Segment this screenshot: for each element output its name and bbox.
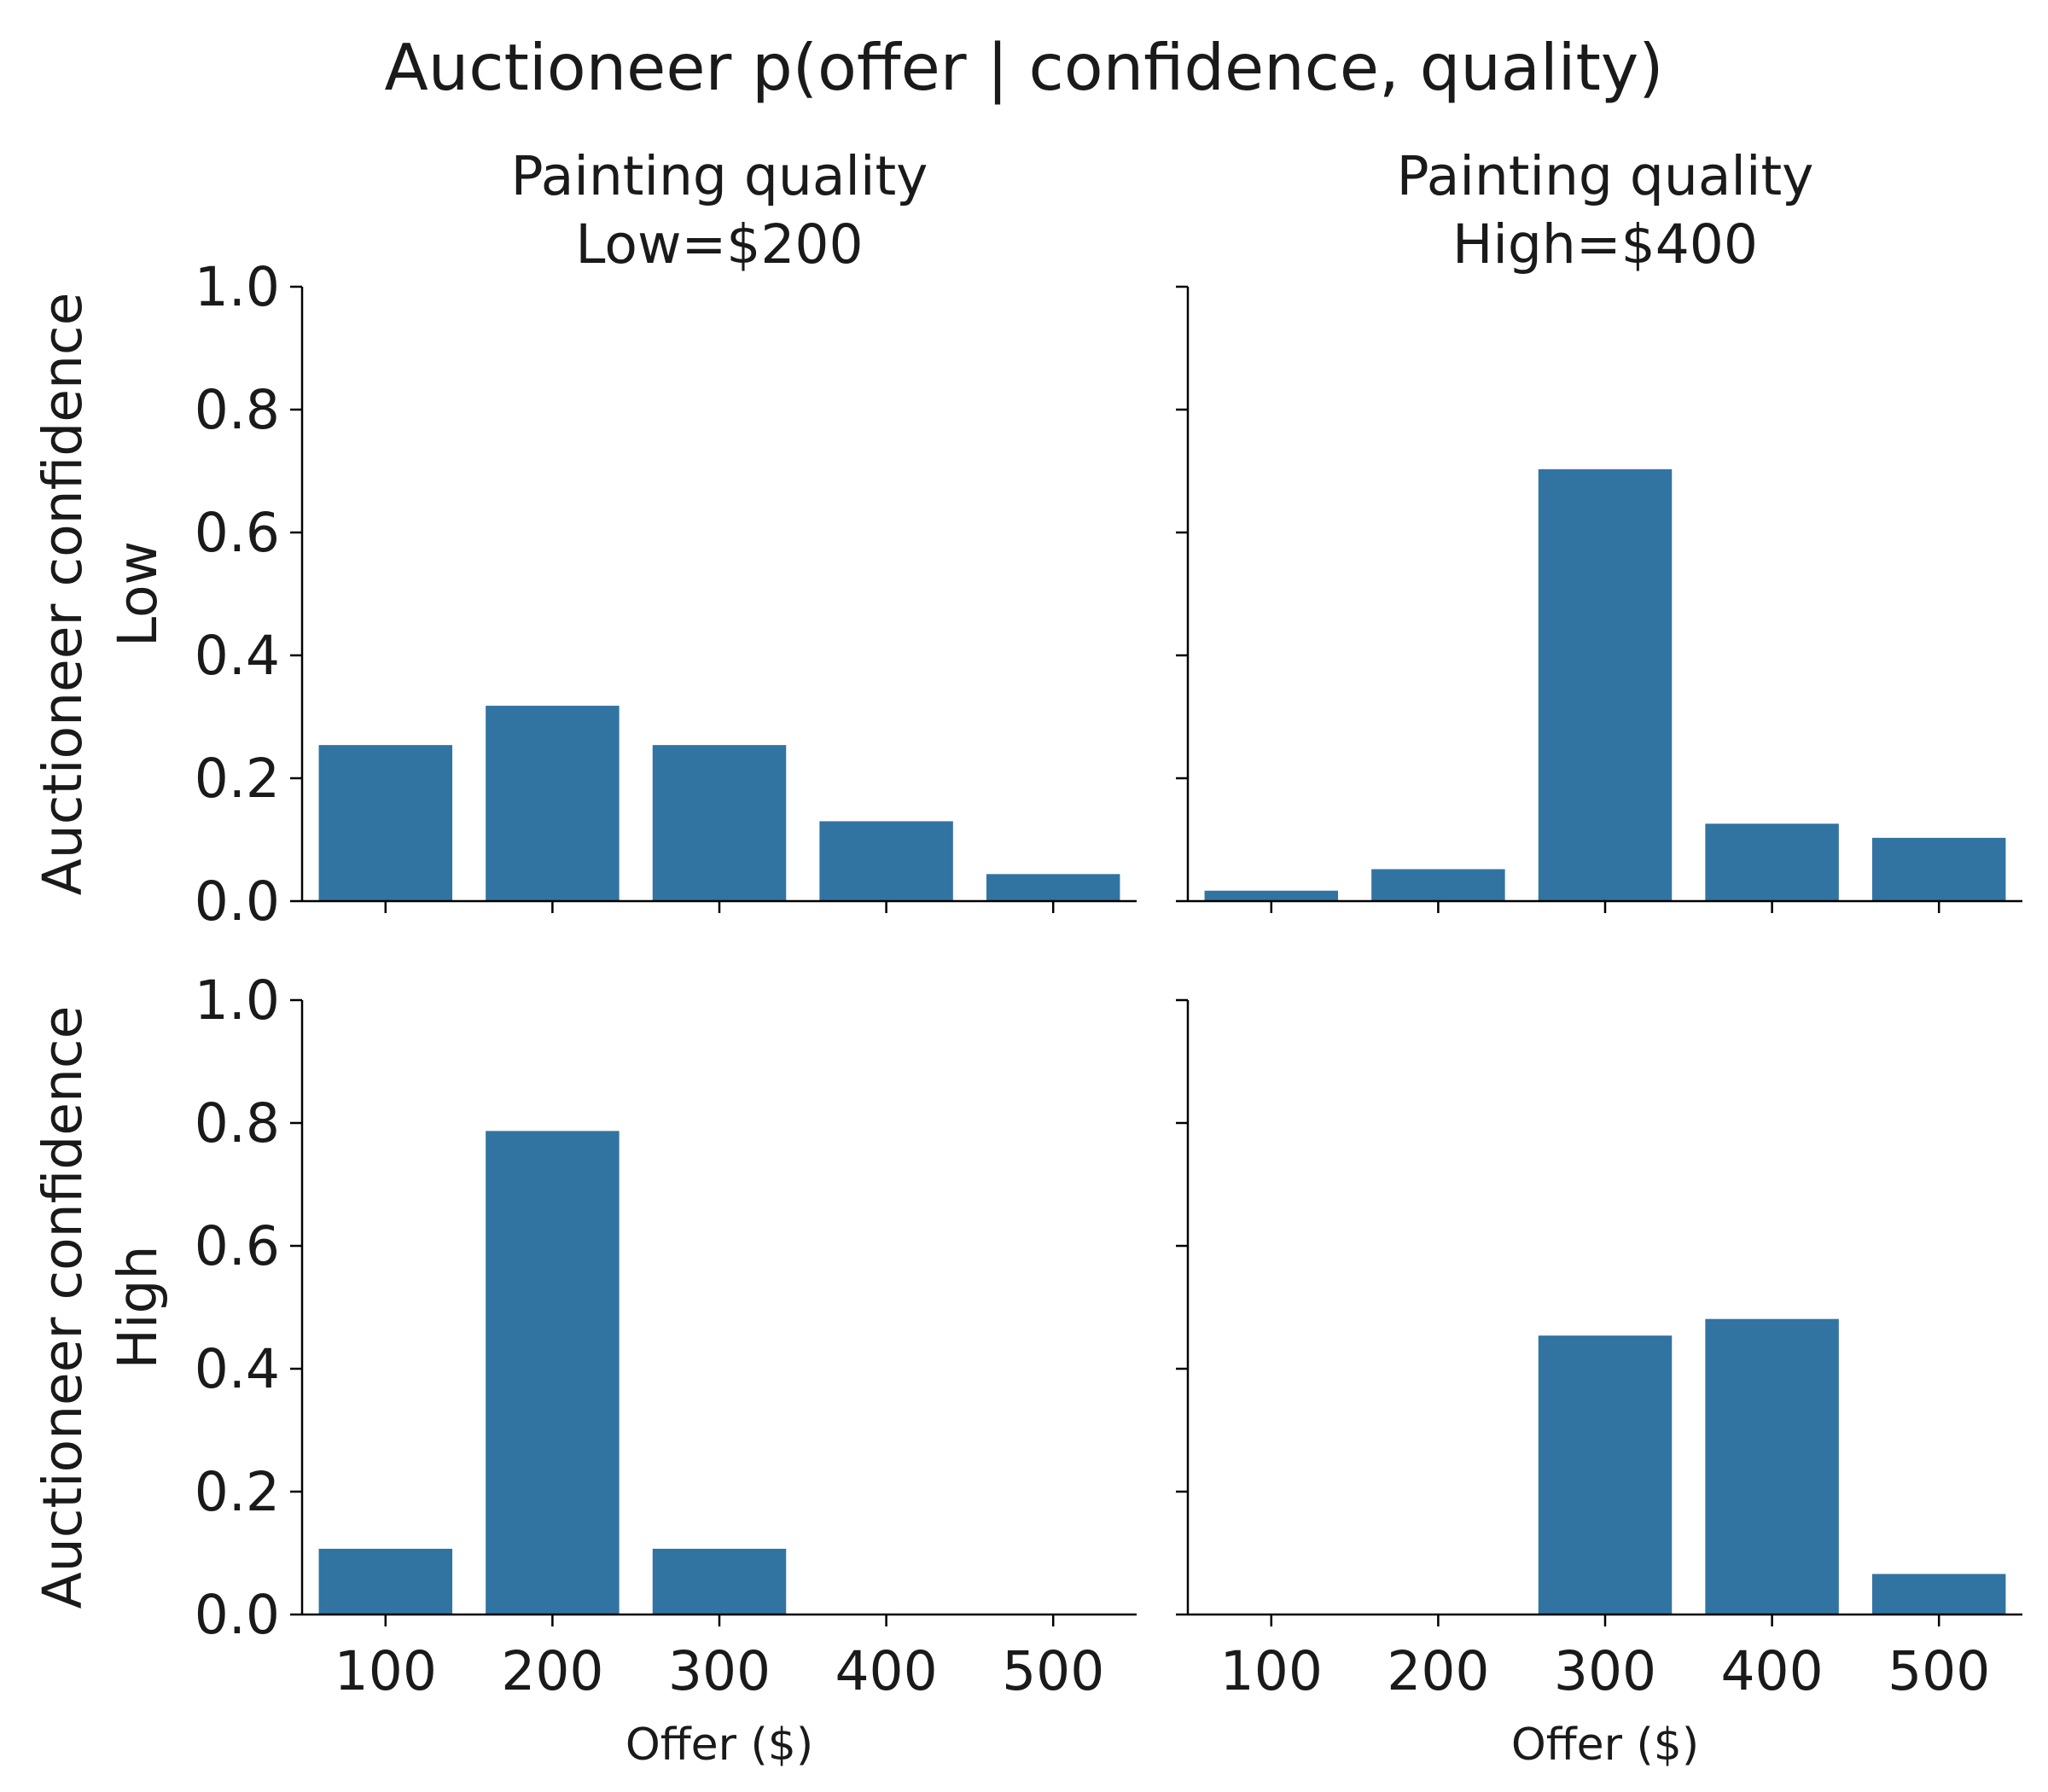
row-label-line1: Auctioneer confidence [32, 1006, 94, 1609]
bar-r0-c0-400 [819, 821, 953, 901]
bar-r0-c0-100 [318, 745, 453, 901]
panel-r1-c0: 0.0 0.2 0.4 0.6 0.8 1.0 100 200 300 400 500 Offer (… [32, 969, 1137, 1771]
x-tick-label: 500 [1888, 1640, 1990, 1702]
row-label-line2: High [107, 1246, 169, 1370]
bar-r0-c1-100 [1204, 890, 1339, 901]
x-tick-label: 100 [335, 1640, 437, 1702]
bar-r0-c0-500 [986, 874, 1120, 901]
y-tick-label: 0.6 [195, 502, 280, 564]
y-tick-label: 0.6 [195, 1215, 280, 1277]
bar-r0-c1-200 [1371, 869, 1505, 901]
y-tick-label: 0.8 [195, 1092, 280, 1155]
panel-r1-c1: 100 200 300 400 500 Offer ($) [1176, 998, 2022, 1771]
x-tick-label: 400 [835, 1640, 937, 1702]
y-tick-label: 0.0 [195, 870, 280, 933]
x-tick-label: 500 [1002, 1640, 1104, 1702]
x-tick-label: 200 [501, 1640, 603, 1702]
y-tick-label: 0.2 [195, 748, 280, 810]
bar-r0-c1-300 [1538, 468, 1673, 901]
column-title-line1: Painting quality [1397, 145, 1814, 207]
chart-title: Auctioneer p(offer | confidence, quality… [384, 30, 1663, 105]
bar-r1-c1-500 [1871, 1574, 2006, 1615]
bar-r1-c1-300 [1538, 1335, 1673, 1615]
bar-r0-c0-300 [652, 745, 787, 901]
panel-r0-c0: 0.0 0.2 0.4 0.6 0.8 1.0 Painting qualityLow=$2… [32, 145, 1137, 933]
y-tick-label: 0.2 [195, 1461, 280, 1523]
bar-r1-c0-200 [486, 1131, 620, 1615]
bar-r1-c0-100 [318, 1548, 453, 1615]
column-title-line2: Low=$200 [575, 213, 863, 276]
x-tick-label: 300 [1554, 1640, 1656, 1702]
y-tick-label: 0.0 [195, 1584, 280, 1646]
column-title-line1: Painting quality [511, 145, 928, 207]
x-axis-label: Offer ($) [1511, 1719, 1699, 1771]
y-tick-label: 1.0 [195, 256, 280, 318]
y-tick-label: 0.4 [195, 625, 280, 687]
bar-r0-c0-200 [486, 706, 620, 901]
y-tick-label: 0.8 [195, 379, 280, 441]
row-label-line1: Auctioneer confidence [32, 293, 94, 896]
bar-r1-c0-300 [652, 1548, 787, 1615]
bar-r0-c1-500 [1871, 837, 2006, 901]
y-tick-label: 0.4 [195, 1338, 280, 1400]
x-tick-label: 400 [1720, 1640, 1823, 1702]
x-axis-label: Offer ($) [625, 1719, 813, 1771]
row-label-line2: Low [107, 541, 169, 647]
x-tick-label: 200 [1387, 1640, 1489, 1702]
bar-r1-c1-400 [1705, 1318, 1839, 1615]
column-title-line2: High=$400 [1452, 213, 1758, 276]
bar-r0-c1-400 [1705, 823, 1839, 901]
x-tick-label: 300 [668, 1640, 771, 1702]
y-tick-label: 1.0 [195, 969, 280, 1032]
x-tick-label: 100 [1220, 1640, 1323, 1702]
